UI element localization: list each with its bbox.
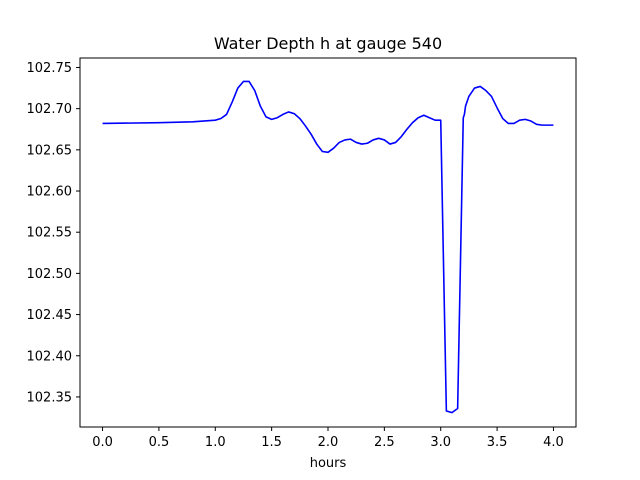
x-tick-label: 4.0: [543, 435, 564, 450]
x-axis-label: hours: [310, 456, 347, 471]
x-tick-label: 3.0: [430, 435, 451, 450]
y-tick-label: 102.45: [27, 308, 73, 323]
y-tick-label: 102.70: [27, 102, 73, 117]
x-tick-label: 0.0: [92, 435, 113, 450]
y-tick-label: 102.40: [27, 349, 73, 364]
y-tick-label: 102.55: [27, 226, 73, 241]
x-tick-label: 3.5: [487, 435, 508, 450]
y-tick-label: 102.50: [27, 267, 73, 282]
x-tick-label: 1.5: [261, 435, 282, 450]
x-tick-label: 2.5: [374, 435, 395, 450]
chart-title: Water Depth h at gauge 540: [214, 34, 442, 53]
x-tick-label: 2.0: [318, 435, 339, 450]
y-tick-label: 102.75: [27, 61, 73, 76]
y-axis: 102.35 102.40 102.45 102.50 102.55 102.60 102.…: [27, 61, 80, 405]
y-tick-label: 102.60: [27, 185, 73, 200]
y-tick-label: 102.35: [27, 390, 73, 405]
series-line-0: [102, 80, 554, 414]
x-tick-label: 0.5: [149, 435, 170, 450]
x-axis: 0.0 0.5 1.0 1.5 2.0 2.5 3.0 3.5 4.0: [92, 427, 564, 450]
plot-area: [102, 80, 554, 414]
x-tick-label: 1.0: [205, 435, 226, 450]
y-tick-label: 102.65: [27, 143, 73, 158]
plot-frame: [79, 57, 577, 428]
